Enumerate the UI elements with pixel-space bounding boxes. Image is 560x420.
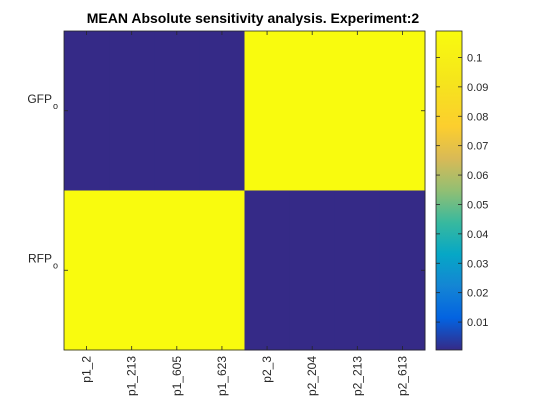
x-tick-label: p1_2: [80, 356, 94, 383]
colorbar-tick-label: 0.01: [467, 317, 488, 329]
x-tick-label: p2_204: [305, 356, 319, 396]
x-tick-label: p2_213: [350, 356, 364, 396]
heatmap-cell: [334, 31, 381, 191]
heatmap-cell: [109, 190, 155, 351]
colorbar: 0.01 0.02 0.03 0.04 0.05 0.06 0.07 0.08 0.09 0.1: [435, 30, 488, 351]
heatmap-cell: [289, 31, 336, 191]
heatmap-cells: [64, 31, 426, 351]
colorbar-tick-label: 0.03: [467, 258, 488, 270]
x-tick-label: p1_605: [170, 356, 184, 396]
heatmap-cell: [379, 31, 426, 191]
colorbar-tick-label: 0.07: [467, 141, 488, 153]
heatmap-cell: [289, 190, 336, 351]
heatmap-cell: [244, 31, 291, 191]
heatmap-cell: [154, 31, 200, 191]
heatmap-cell: [64, 190, 110, 351]
x-axis: p1_2 p1_213 p1_605 p1_623 p2_3 p2_204 p2_213 p2…: [80, 31, 409, 396]
colorbar-ticks: 0.01 0.02 0.03 0.04 0.05 0.06 0.07 0.08 0.09 0.1: [436, 52, 488, 329]
y-tick-label: RFP: [28, 251, 52, 265]
y-tick-label: GFP: [27, 92, 52, 106]
colorbar-tick-label: 0.05: [467, 199, 488, 211]
heatmap-cell: [154, 190, 200, 351]
heatmap-cell: [199, 190, 245, 351]
heatmap-cell: [199, 31, 245, 191]
heatmap-cell: [64, 31, 110, 191]
heatmap-cell: [109, 31, 155, 191]
plot-frame: [63, 30, 426, 351]
colorbar-tick-label: 0.04: [467, 229, 488, 241]
x-tick-label: p1_623: [215, 356, 229, 396]
x-tick-label: p1_213: [125, 356, 139, 396]
colorbar-tick-label: 0.02: [467, 288, 488, 300]
colorbar-frame: [435, 30, 463, 351]
x-tick-label: p2_613: [395, 356, 409, 396]
colorbar-gradient: [436, 31, 462, 350]
heatmap-cell: [244, 190, 291, 351]
heatmap-cell: [334, 190, 381, 351]
colorbar-tick-label: 0.06: [467, 170, 488, 182]
colorbar-tick-label: 0.08: [467, 111, 488, 123]
chart-title: MEAN Absolute sensitivity analysis. Expe…: [87, 10, 420, 26]
y-tick-label-subscript: o: [53, 101, 58, 111]
x-tick-label: p2_3: [260, 356, 274, 383]
colorbar-tick-label: 0.09: [467, 82, 488, 94]
y-tick-label-subscript: o: [53, 260, 58, 270]
heatmap-cell: [379, 190, 426, 351]
colorbar-tick-label: 0.1: [467, 52, 482, 64]
